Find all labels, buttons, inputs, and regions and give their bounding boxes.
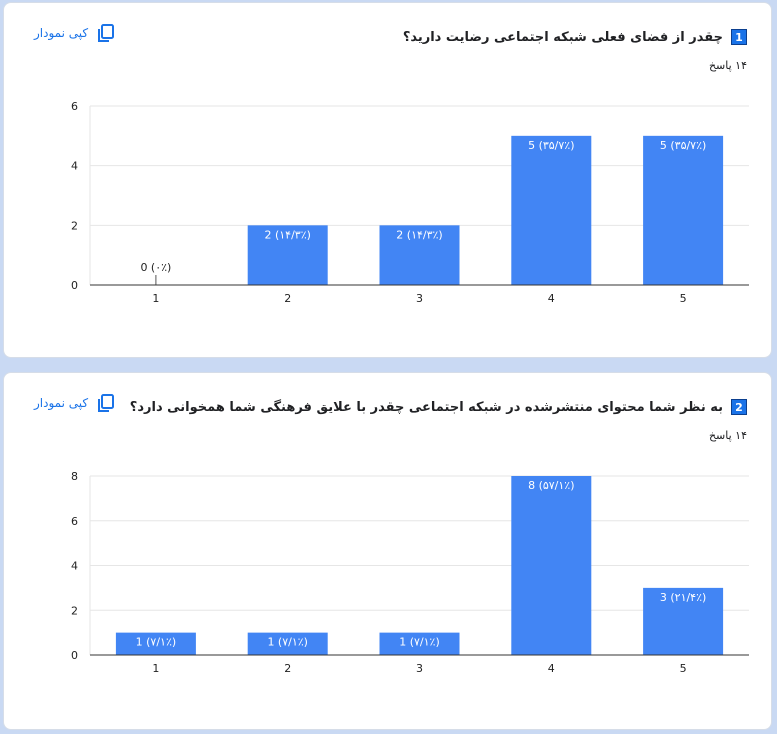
question-text: چقدر از فضای فعلی شبکه اجتماعی رضایت دار…	[402, 29, 723, 45]
data-label: 8 (۵۷/۱٪)	[528, 479, 574, 492]
copy-chart-button[interactable]: کپی نمودار	[34, 393, 116, 413]
y-tick-label: 2	[71, 219, 78, 232]
data-label: 5 (۳۵/۷٪)	[528, 139, 574, 152]
x-tick-label: 5	[680, 662, 687, 675]
bar-chart-1: 0 2 4 6 0 (۰٪) 1 2 (۱۴/۳٪) 2 2 (۱۴/۳٪) 3 5 (۳۵/۷٪)…	[71, 100, 749, 305]
y-tick-label: 4	[71, 160, 78, 173]
bar	[115, 632, 196, 655]
data-label: 0 (۰٪)	[140, 261, 171, 274]
copy-chart-label: کپی نمودار	[34, 26, 89, 40]
bar	[643, 587, 724, 655]
bar	[511, 135, 592, 285]
data-label: 5 (۳۵/۷٪)	[660, 139, 706, 152]
bar	[643, 135, 724, 285]
x-tick-label: 4	[548, 662, 555, 675]
question-number: 1	[731, 29, 747, 45]
y-tick-label: 0	[71, 279, 78, 292]
x-tick-label: 4	[548, 292, 555, 305]
copy-icon	[98, 24, 115, 42]
question-title: 1 چقدر از فضای فعلی شبکه اجتماعی رضایت د…	[403, 29, 747, 45]
bar-chart-2: 0 2 4 6 8 1 (۷/۱٪) 1 1 (۷/۱٪) 2 1 (۷/۱٪) 3 8 (۵۷/۱٪…	[71, 470, 749, 675]
data-label: 1 (۷/۱٪)	[136, 636, 177, 649]
x-tick-label: 1	[152, 662, 159, 675]
question-card-1: کپی نمودار 1 چقدر از فضای فعلی شبکه اجتم…	[3, 2, 772, 358]
x-tick-label: 1	[152, 292, 159, 305]
copy-chart-button[interactable]: کپی نمودار	[34, 23, 116, 43]
y-tick-label: 8	[71, 470, 78, 483]
bar	[379, 632, 460, 655]
copy-chart-label: کپی نمودار	[34, 396, 89, 410]
data-label: 3 (۲۱/۴٪)	[660, 591, 706, 604]
data-label: 2 (۱۴/۳٪)	[396, 228, 442, 241]
y-tick-label: 4	[71, 560, 78, 573]
question-number: 2	[731, 399, 747, 415]
x-tick-label: 5	[680, 292, 687, 305]
bar	[511, 476, 592, 655]
question-card-2: کپی نمودار 2 به نظر شما محتوای منتشرشده …	[3, 372, 772, 730]
data-label: 1 (۷/۱٪)	[399, 636, 440, 649]
x-tick-label: 2	[284, 662, 291, 675]
x-tick-label: 2	[284, 292, 291, 305]
response-count: ۱۴ پاسخ	[708, 59, 747, 72]
question-title: 2 به نظر شما محتوای منتشرشده در شبکه اجت…	[130, 399, 747, 415]
question-text: به نظر شما محتوای منتشرشده در شبکه اجتما…	[129, 399, 723, 415]
copy-icon	[98, 394, 115, 412]
bar	[379, 225, 460, 285]
y-tick-label: 0	[71, 649, 78, 662]
bar	[247, 225, 328, 285]
x-tick-label: 3	[416, 292, 423, 305]
y-tick-label: 2	[71, 604, 78, 617]
x-tick-label: 3	[416, 662, 423, 675]
data-label: 2 (۱۴/۳٪)	[264, 228, 310, 241]
response-count: ۱۴ پاسخ	[708, 429, 747, 442]
data-label: 1 (۷/۱٪)	[267, 636, 308, 649]
bar	[247, 632, 328, 655]
y-tick-label: 6	[71, 100, 78, 113]
y-tick-label: 6	[71, 515, 78, 528]
